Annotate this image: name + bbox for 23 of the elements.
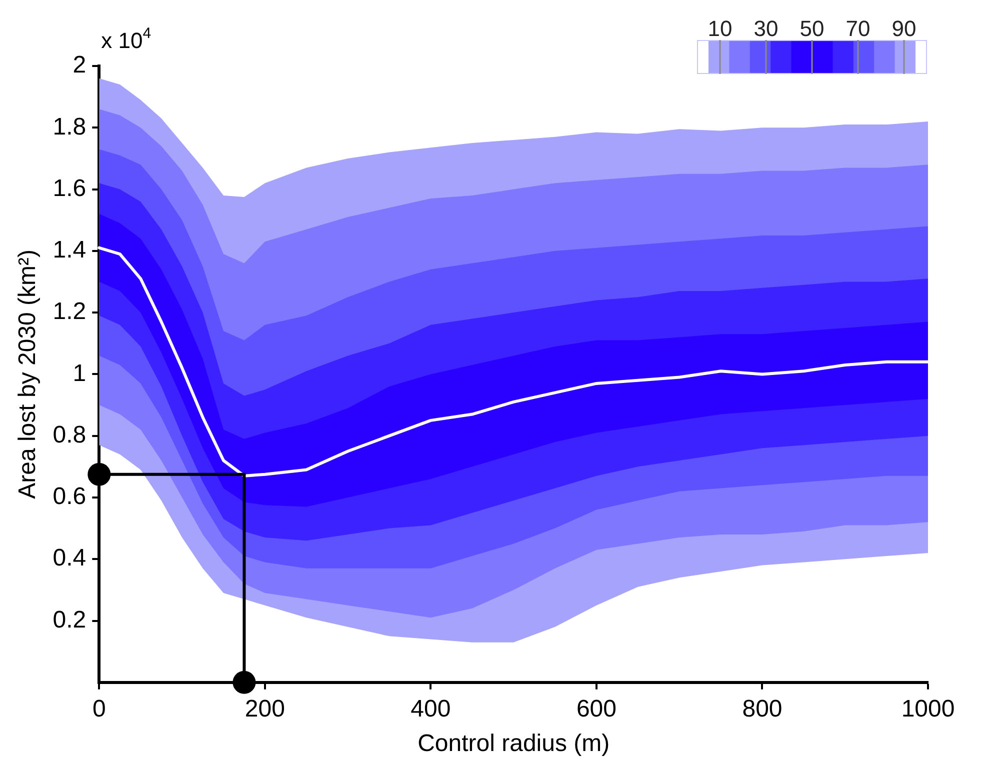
color-bar-label: 30 bbox=[754, 16, 778, 41]
x-tick-label: 800 bbox=[742, 695, 782, 722]
y-tick-label: 1.2 bbox=[52, 298, 86, 326]
y-tick-label: 2 bbox=[72, 52, 86, 79]
color-bar-label: 70 bbox=[846, 16, 870, 41]
color-bar-label: 50 bbox=[800, 16, 824, 41]
y-tick-label: 0.4 bbox=[52, 544, 86, 572]
x-tick-label: 200 bbox=[244, 695, 285, 722]
y-axis-title: Area lost by 2030 (km²) bbox=[14, 249, 42, 499]
y-tick-label: 1.4 bbox=[52, 236, 86, 264]
x-tick-label: 1000 bbox=[901, 695, 955, 722]
x-tick-label: 600 bbox=[576, 695, 616, 722]
x-tick-label: 0 bbox=[92, 695, 106, 722]
x-axis-title: Control radius (m) bbox=[418, 730, 610, 758]
x-tick-label: 400 bbox=[410, 695, 451, 722]
color-bar-label: 90 bbox=[892, 16, 916, 41]
y-tick-label: 0.6 bbox=[52, 483, 86, 510]
y-tick-label: 1.6 bbox=[52, 174, 86, 202]
color-bar-label: 10 bbox=[708, 16, 732, 41]
y-tick-label: 1.8 bbox=[52, 113, 86, 140]
y-tick-label: 1 bbox=[72, 360, 86, 387]
y-tick-label: 0.8 bbox=[52, 421, 86, 448]
y-tick-label: 0.2 bbox=[52, 606, 86, 634]
